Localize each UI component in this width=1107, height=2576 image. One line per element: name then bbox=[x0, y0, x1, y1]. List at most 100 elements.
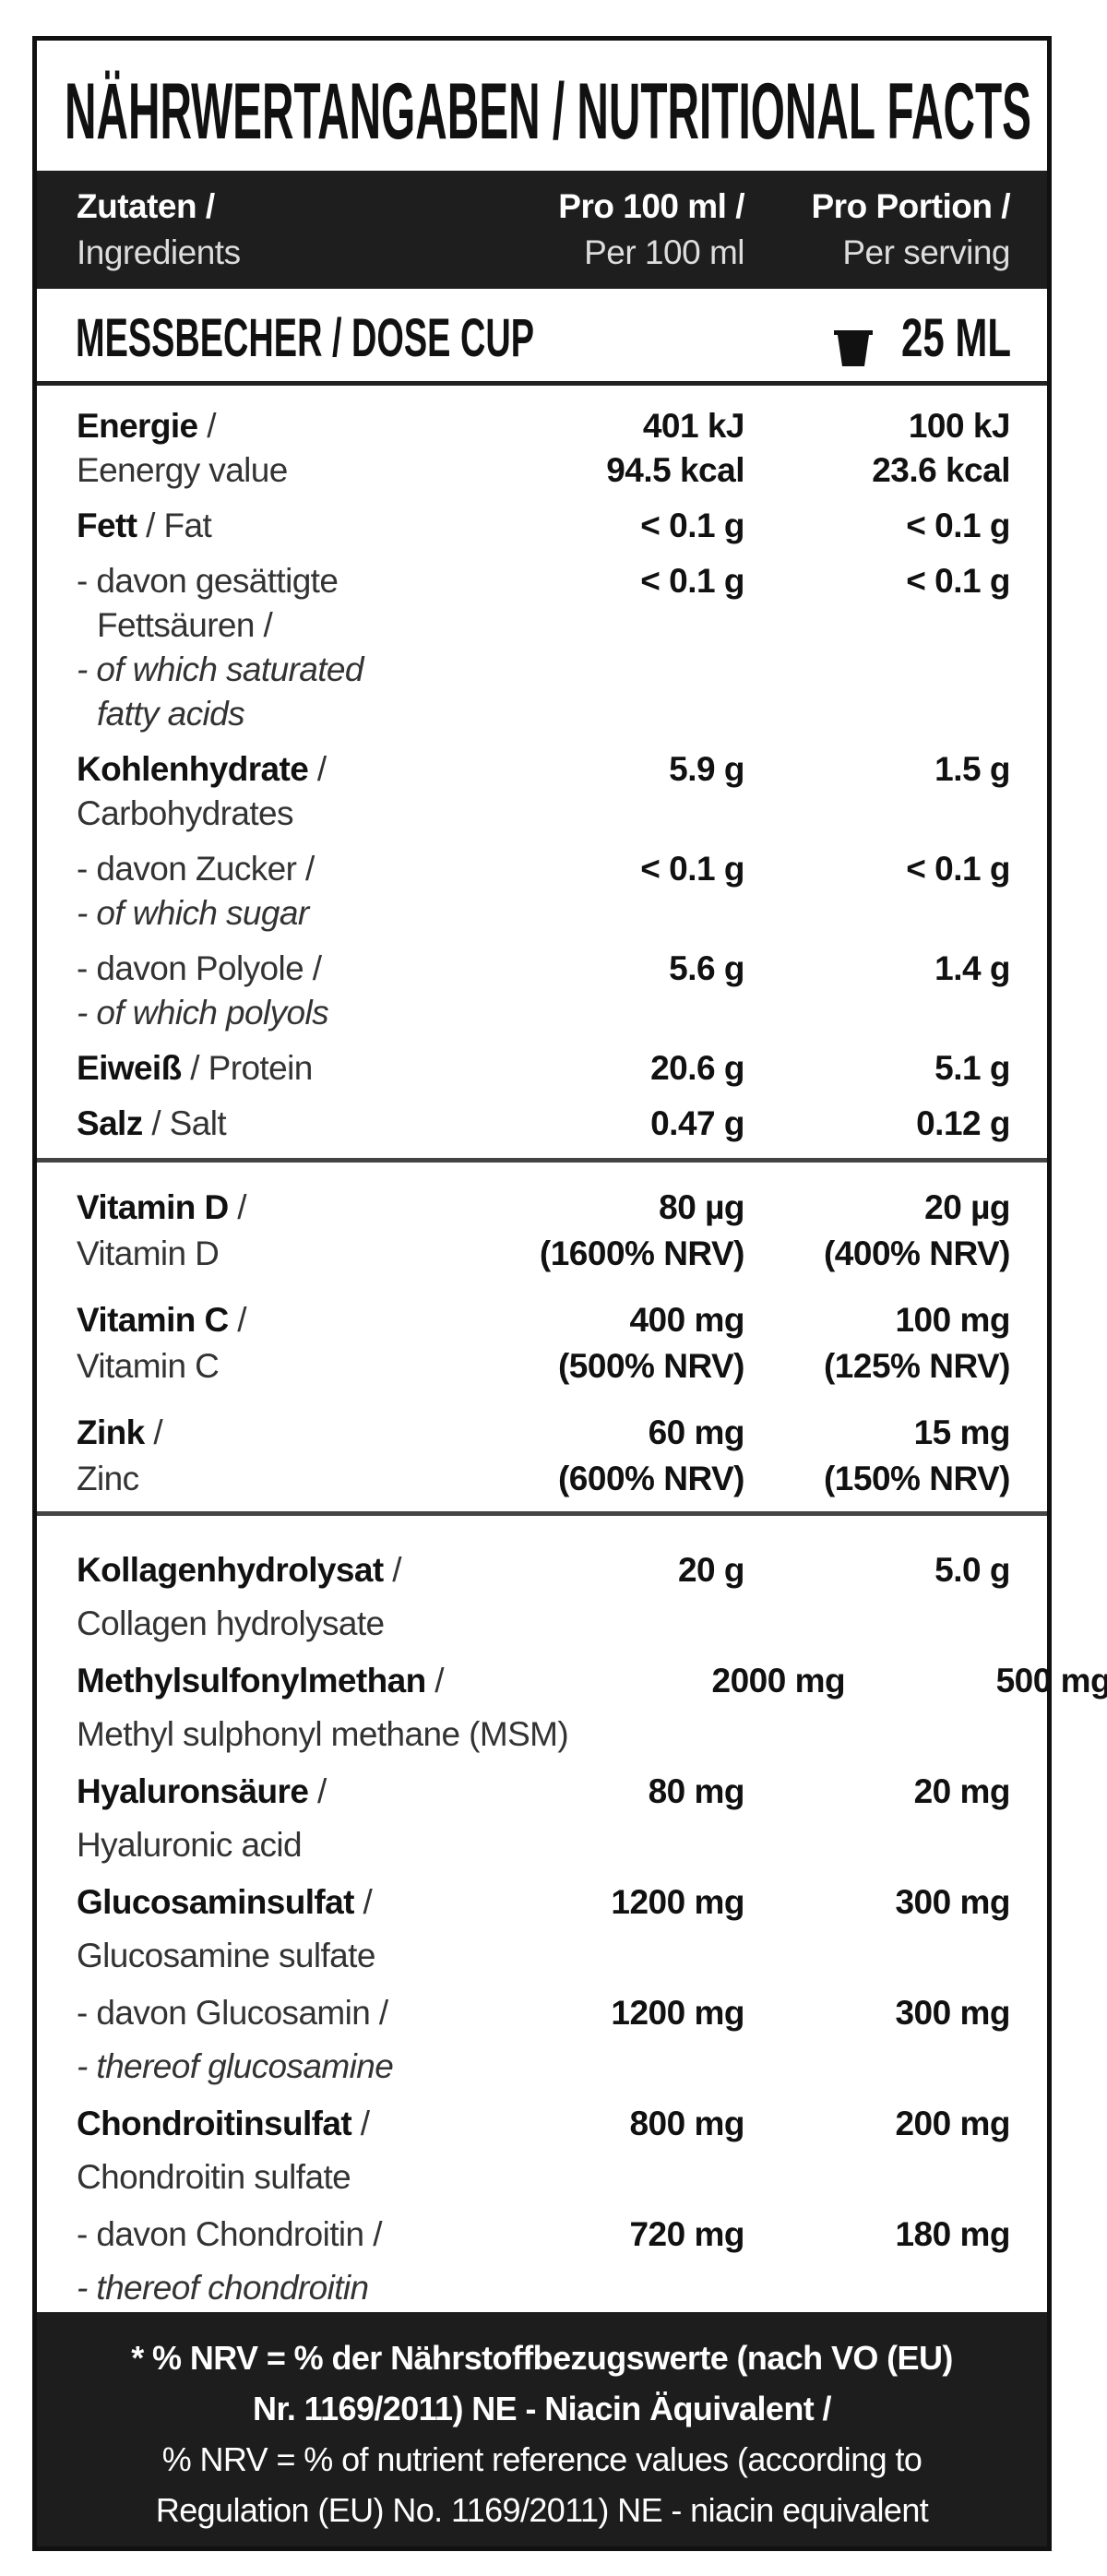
section-vitamins-minerals: Vitamin D / Vitamin D 80 µg (1600% NRV) 20 µ… bbox=[37, 1163, 1047, 1516]
nutrient-label: Vitamin C / Vitamin C bbox=[77, 1297, 468, 1389]
value-line: 80 µg bbox=[659, 1188, 744, 1226]
label-text: - davon Polyole / bbox=[77, 949, 322, 987]
value-line: 1200 mg bbox=[611, 1994, 744, 2032]
value-line: 1200 mg bbox=[611, 1883, 744, 1921]
value-line: 5.6 g bbox=[669, 949, 744, 987]
table-row: Glucosaminsulfat / Glucosamine sulfate 120… bbox=[77, 1876, 1011, 1983]
label-bold: Kollagenhydrolysat bbox=[77, 1551, 384, 1589]
value-per-serving: 5.0 g bbox=[744, 1544, 1010, 1651]
value-line: < 0.1 g bbox=[906, 562, 1010, 600]
value-per-serving: 300 mg bbox=[744, 1986, 1010, 2093]
label-line: Vitamin C / bbox=[77, 1297, 468, 1343]
label-text: - thereof chondroitin bbox=[77, 2269, 369, 2307]
value-line: 20 mg bbox=[913, 1772, 1011, 1810]
label-text: / bbox=[308, 1772, 327, 1810]
nutrient-label: Vitamin D / Vitamin D bbox=[77, 1185, 468, 1277]
value-line: (600% NRV) bbox=[557, 1460, 745, 1497]
header-ingredients-en: Ingredients bbox=[77, 233, 241, 271]
section-macronutrients: Energie / Eenergy value 401 kJ 94.5 kcal 100… bbox=[37, 386, 1047, 1163]
header-per-serving-en: Per serving bbox=[842, 233, 1010, 271]
value-line: 20 µg bbox=[924, 1188, 1010, 1226]
nutrient-label: Glucosaminsulfat / Glucosamine sulfate bbox=[77, 1876, 468, 1983]
label-text: Collagen hydrolysate bbox=[77, 1604, 385, 1642]
label-text: Fettsäuren / bbox=[97, 606, 273, 644]
table-row: Zink / Zinc 60 mg (600% NRV) 15 mg (150% NRV) bbox=[77, 1410, 1011, 1502]
nutrient-label: - davon gesättigte Fettsäuren / - of which… bbox=[77, 559, 468, 736]
value-per-100ml: 80 µg (1600% NRV) bbox=[468, 1185, 745, 1277]
label-text: Vitamin C bbox=[77, 1347, 220, 1385]
value-line: 2000 mg bbox=[711, 1662, 846, 1699]
label-bold: Glucosaminsulfat bbox=[77, 1883, 354, 1921]
label-line: Energie / bbox=[77, 404, 468, 448]
label-text: - davon Chondroitin / bbox=[77, 2215, 382, 2253]
header-per-100ml-de: Pro 100 ml / bbox=[558, 187, 744, 225]
footnote: * % NRV = % der Nährstoffbezugswerte (na… bbox=[37, 2312, 1047, 2546]
label-bold: Vitamin C bbox=[77, 1301, 229, 1339]
column-header: Zutaten / Ingredients Pro 100 ml / Per 1… bbox=[37, 171, 1047, 289]
nutrient-label: - davon Chondroitin / - thereof chondroit… bbox=[77, 2208, 468, 2315]
label-line: Kohlenhydrate / bbox=[77, 747, 468, 792]
label-line: Kollagenhydrolysat / bbox=[77, 1544, 468, 1597]
value-line: (150% NRV) bbox=[823, 1460, 1011, 1497]
label-text: - of which saturated bbox=[77, 650, 363, 688]
label-line: Methylsulfonylmethan / bbox=[77, 1654, 568, 1708]
value-line: (500% NRV) bbox=[557, 1347, 745, 1385]
value-line: 720 mg bbox=[629, 2215, 744, 2253]
value-per-100ml: 0.47 g bbox=[468, 1102, 744, 1146]
value-line: (400% NRV) bbox=[823, 1234, 1011, 1272]
value-line: 0.47 g bbox=[650, 1104, 744, 1142]
value-per-serving: 100 mg (125% NRV) bbox=[744, 1297, 1011, 1389]
label-text: / bbox=[353, 1883, 373, 1921]
label-text: Zinc bbox=[77, 1460, 139, 1497]
value-per-serving: 20 µg (400% NRV) bbox=[744, 1185, 1011, 1277]
value-line: 20.6 g bbox=[650, 1049, 744, 1087]
value-per-serving: 15 mg (150% NRV) bbox=[744, 1410, 1011, 1502]
nutrient-label: Eiweiß / Protein bbox=[77, 1046, 468, 1091]
label-line: Fettsäuren / bbox=[77, 603, 468, 648]
nutrient-label: Energie / Eenergy value bbox=[77, 404, 468, 493]
value-line: < 0.1 g bbox=[640, 562, 744, 600]
value-per-100ml: 1200 mg bbox=[468, 1876, 744, 1983]
header-ingredients: Zutaten / Ingredients bbox=[77, 184, 468, 289]
label-bold: Energie bbox=[77, 407, 198, 445]
nutrient-label: Salz / Salt bbox=[77, 1102, 468, 1146]
value-line: (1600% NRV) bbox=[539, 1234, 745, 1272]
label-line: - davon Polyole / bbox=[77, 947, 468, 991]
label-text: Chondroitin sulfate bbox=[77, 2158, 351, 2196]
label-bold: Chondroitinsulfat bbox=[77, 2105, 352, 2142]
value-line: 5.9 g bbox=[669, 750, 744, 788]
table-row: - davon Polyole / - of which polyols 5.6 g… bbox=[77, 947, 1011, 1035]
value-line: 15 mg bbox=[913, 1413, 1011, 1451]
table-row: Chondroitinsulfat / Chondroitin sulfate 80… bbox=[77, 2097, 1011, 2204]
label-text: - of which sugar bbox=[77, 894, 309, 932]
label-line: Fett / Fat bbox=[77, 504, 468, 548]
value-per-100ml: 60 mg (600% NRV) bbox=[468, 1410, 745, 1502]
nutrient-label: Chondroitinsulfat / Chondroitin sulfate bbox=[77, 2097, 468, 2204]
label-text: Vitamin D bbox=[77, 1234, 220, 1272]
label-text: / Protein bbox=[181, 1049, 313, 1087]
value-per-serving: 20 mg bbox=[744, 1765, 1011, 1872]
nutrient-label: Kollagenhydrolysat / Collagen hydrolysate bbox=[77, 1544, 468, 1651]
value-per-serving: < 0.1 g bbox=[744, 504, 1010, 548]
label-bold: Zink bbox=[77, 1413, 145, 1451]
table-row: - davon Zucker / - of which sugar < 0.1 g <… bbox=[77, 847, 1011, 936]
value-line: 80 mg bbox=[648, 1772, 745, 1810]
label-line: Zink / bbox=[77, 1410, 468, 1456]
label-line: - davon Glucosamin / bbox=[77, 1986, 468, 2040]
value-line: 300 mg bbox=[895, 1994, 1010, 2032]
value-line: 1.4 g bbox=[934, 949, 1010, 987]
value-per-100ml: 5.9 g bbox=[468, 747, 744, 836]
label-line: Eenergy value bbox=[77, 448, 468, 493]
label-text: - thereof glucosamine bbox=[77, 2047, 394, 2085]
value-per-serving: 200 mg bbox=[744, 2097, 1010, 2204]
footnote-line: Regulation (EU) No. 1169/2011) NE - niac… bbox=[155, 2491, 929, 2529]
value-line: 23.6 kcal bbox=[872, 451, 1010, 489]
value-line: 0.12 g bbox=[916, 1104, 1010, 1142]
value-per-100ml: 800 mg bbox=[468, 2097, 744, 2204]
label-bold: Hyaluronsäure bbox=[77, 1772, 309, 1810]
dose-cup-svg: MESSBECHER / DOSE CUP 25 ML bbox=[76, 308, 1011, 368]
label-line: Hyaluronic acid bbox=[77, 1819, 468, 1872]
value-line: < 0.1 g bbox=[906, 507, 1010, 544]
header-ingredients-de: Zutaten / bbox=[77, 187, 215, 225]
label-text: / bbox=[228, 1301, 246, 1339]
